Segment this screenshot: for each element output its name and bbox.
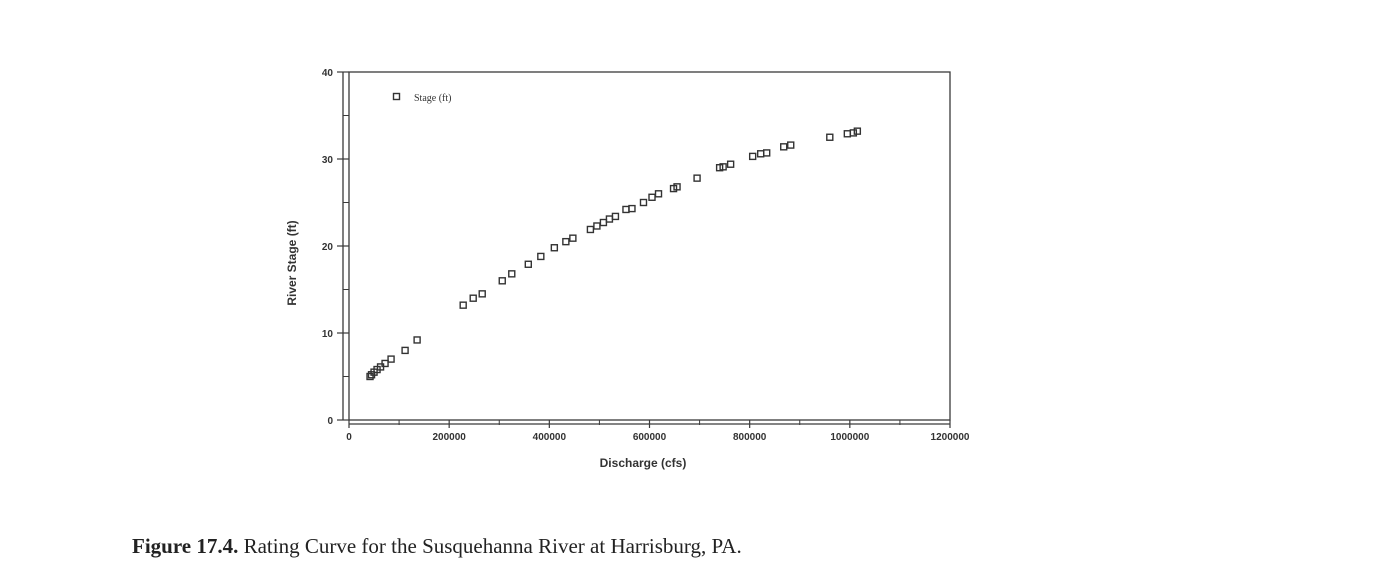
data-point bbox=[387, 355, 395, 363]
data-point bbox=[478, 290, 486, 298]
data-point bbox=[826, 133, 834, 141]
data-point bbox=[622, 205, 630, 214]
legend: Stage (ft) bbox=[392, 92, 452, 104]
x-tick-label: 800000 bbox=[733, 432, 767, 443]
data-point bbox=[469, 294, 477, 302]
data-point bbox=[508, 270, 516, 278]
legend-label: Stage (ft) bbox=[414, 93, 452, 104]
y-tick-label: 20 bbox=[322, 242, 334, 253]
data-point bbox=[756, 150, 765, 158]
data-point bbox=[562, 237, 570, 246]
data-point bbox=[843, 130, 852, 138]
data-point bbox=[654, 190, 663, 198]
x-tick-label: 1000000 bbox=[830, 432, 869, 443]
legend-marker bbox=[392, 92, 401, 101]
data-point bbox=[853, 127, 862, 135]
data-point bbox=[726, 160, 735, 168]
y-tick-label: 30 bbox=[322, 155, 334, 166]
data-point bbox=[569, 234, 577, 242]
x-tick-label: 1200000 bbox=[931, 432, 970, 443]
data-point bbox=[498, 277, 506, 285]
data-point bbox=[628, 204, 636, 213]
data-point bbox=[550, 244, 559, 252]
y-tick-label: 40 bbox=[322, 68, 334, 79]
data-point bbox=[413, 336, 421, 344]
data-point bbox=[780, 143, 788, 151]
caption-text: Rating Curve for the Susquehanna River a… bbox=[243, 534, 742, 558]
data-point bbox=[648, 193, 656, 201]
figure-caption: Figure 17.4. Rating Curve for the Susque… bbox=[132, 534, 742, 559]
data-point bbox=[748, 152, 757, 161]
x-tick-label: 200000 bbox=[432, 432, 466, 443]
data-point bbox=[639, 198, 648, 207]
data-point bbox=[693, 174, 701, 182]
data-point bbox=[524, 260, 532, 268]
data-point bbox=[719, 163, 727, 171]
data-point bbox=[366, 372, 374, 381]
data-point bbox=[611, 212, 620, 221]
plot-area bbox=[348, 71, 951, 421]
x-axis: 0 200000 400000 600000 800000 1000000 1200000 bbox=[346, 420, 970, 443]
x-tick-label: 0 bbox=[346, 432, 352, 443]
data-point bbox=[459, 301, 467, 309]
data-point bbox=[849, 129, 858, 137]
y-axis: 0 10 20 30 40 bbox=[322, 68, 349, 427]
data-point bbox=[586, 225, 595, 234]
y-tick-label: 0 bbox=[327, 416, 333, 427]
x-tick-label: 600000 bbox=[633, 432, 667, 443]
data-point bbox=[787, 141, 795, 149]
data-point bbox=[762, 149, 771, 157]
y-tick-label: 10 bbox=[322, 329, 334, 340]
y-axis-title: River Stage (ft) bbox=[285, 220, 299, 305]
data-point bbox=[381, 359, 389, 368]
data-points bbox=[366, 127, 862, 381]
data-point bbox=[599, 218, 608, 227]
data-point bbox=[673, 183, 681, 191]
data-point bbox=[593, 222, 601, 230]
data-point bbox=[537, 252, 545, 261]
data-point bbox=[605, 215, 614, 223]
x-axis-title: Discharge (cfs) bbox=[600, 456, 687, 470]
data-point bbox=[401, 346, 409, 355]
plot-border bbox=[348, 71, 951, 421]
caption-label: Figure 17.4. bbox=[132, 534, 239, 558]
x-tick-label: 400000 bbox=[533, 432, 567, 443]
